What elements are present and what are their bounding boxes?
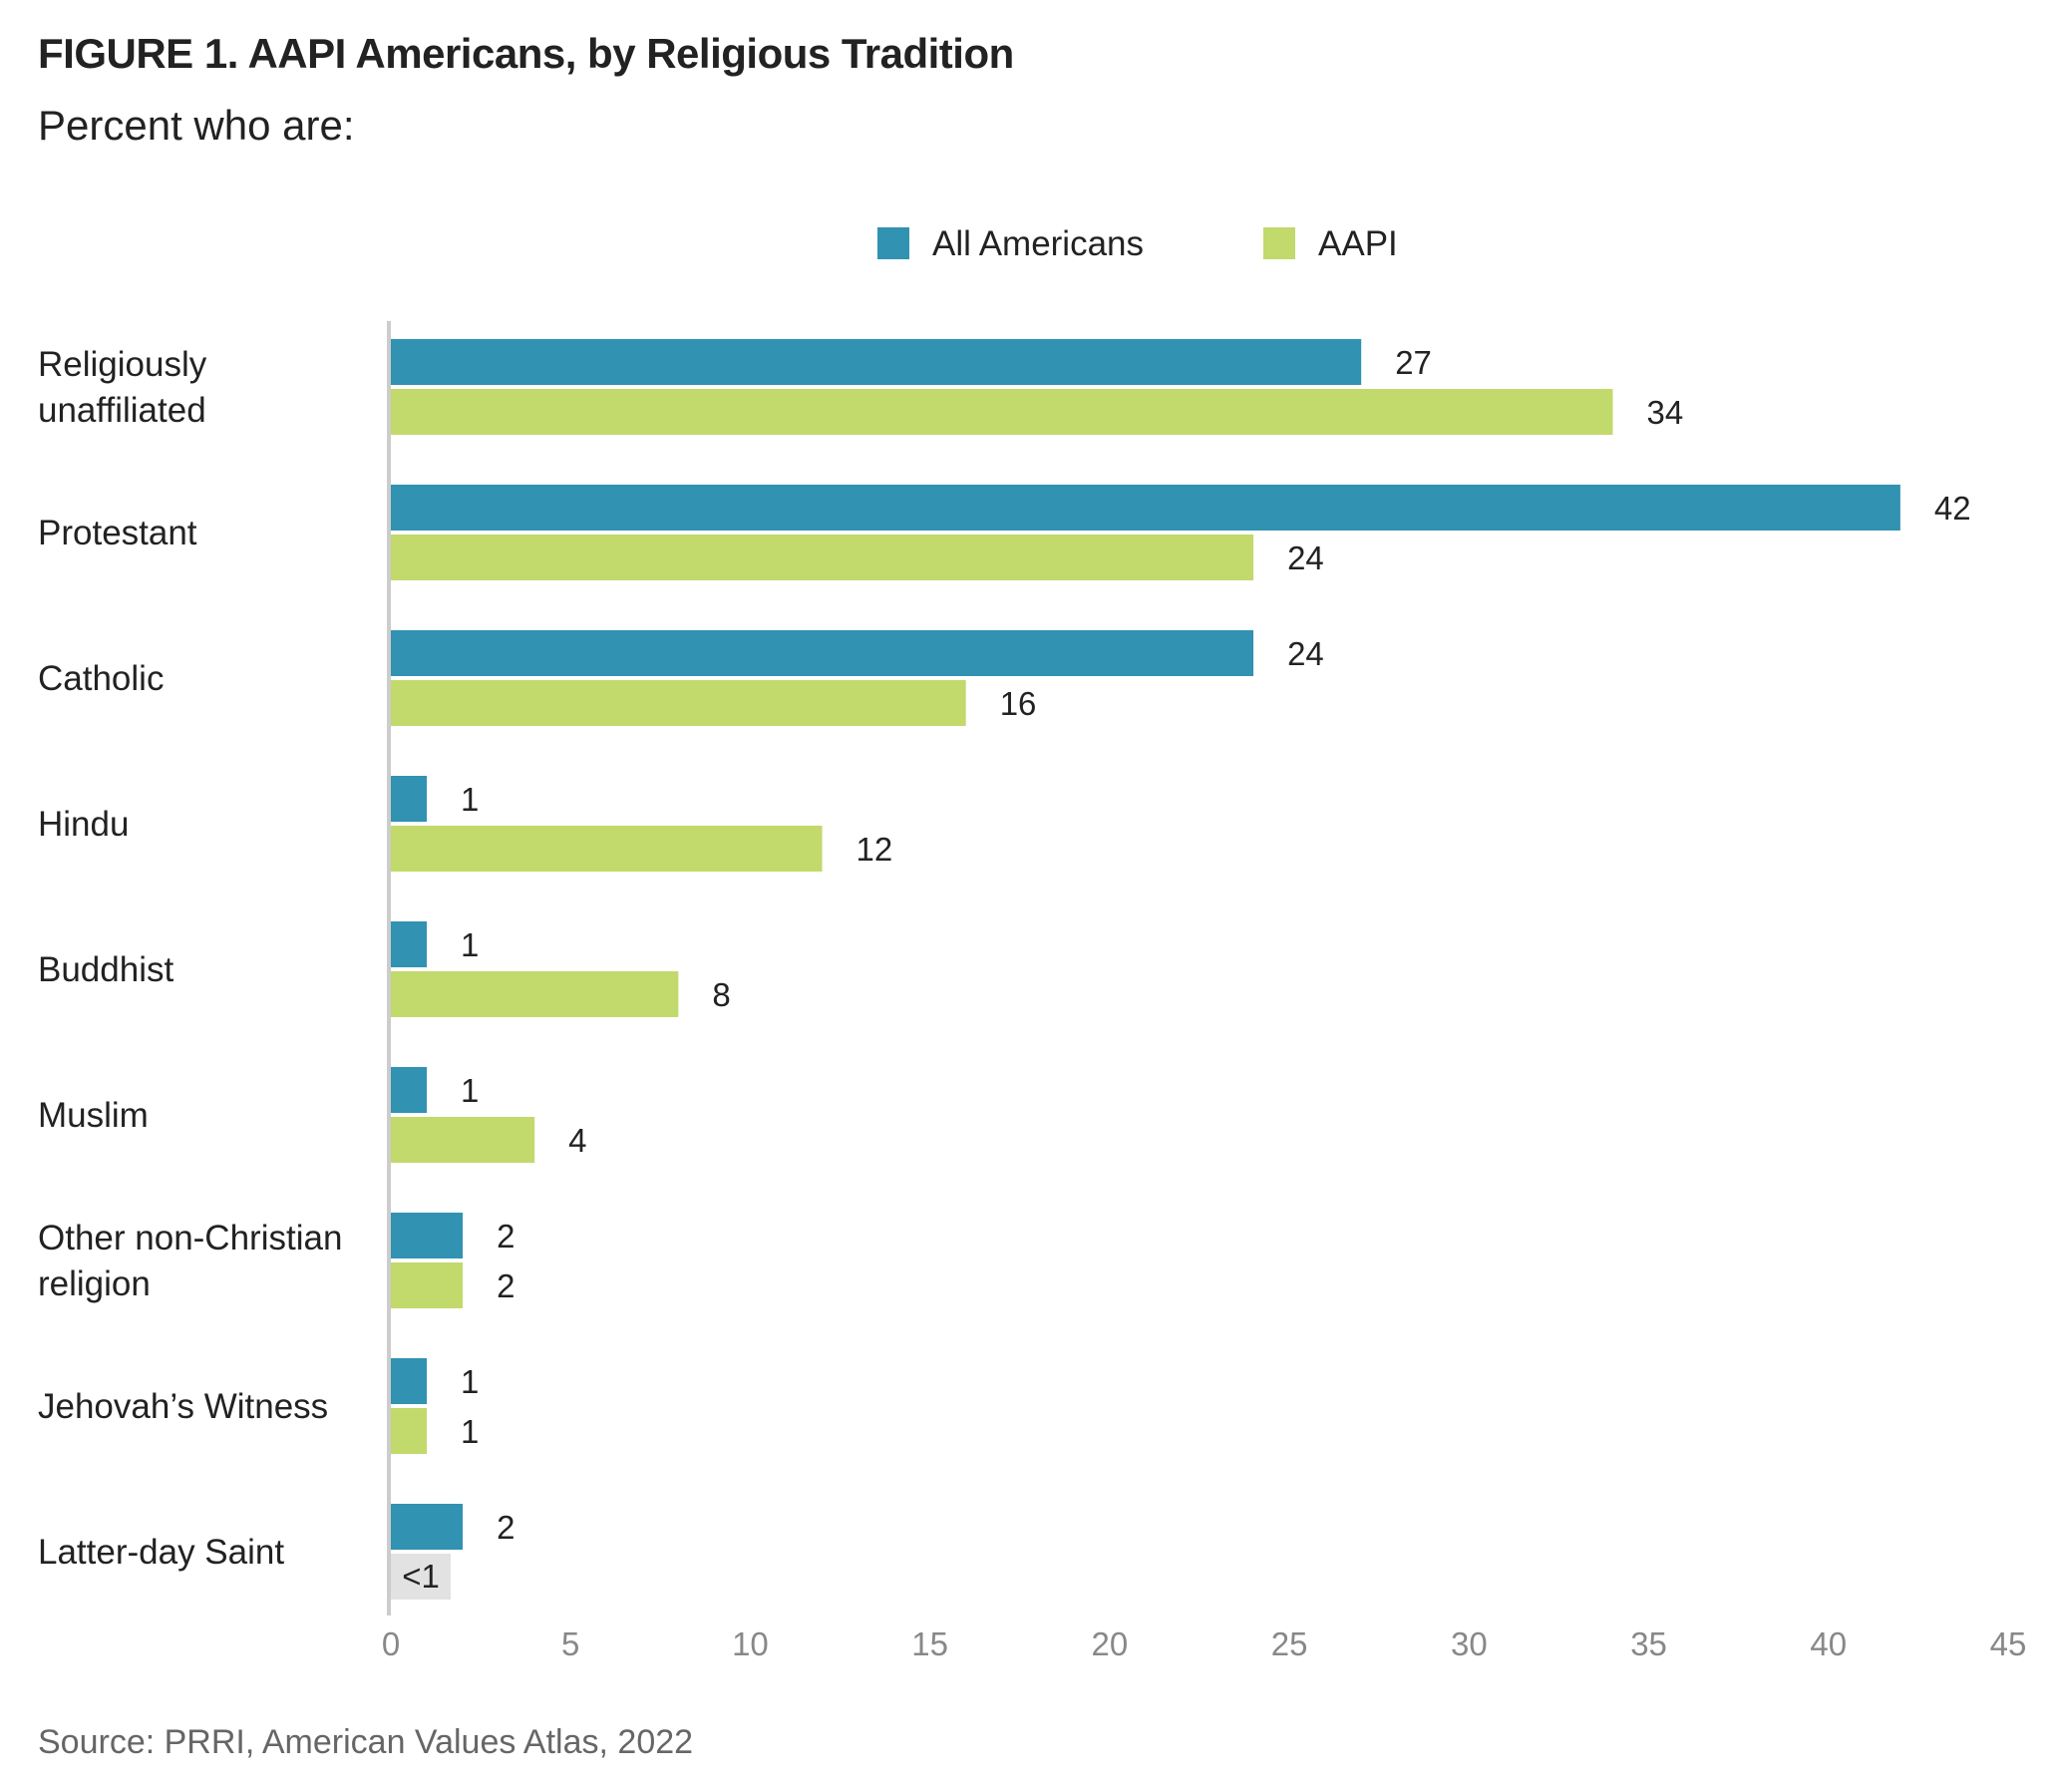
bar xyxy=(391,1358,428,1404)
chart-subtitle: Percent who are: xyxy=(38,102,355,149)
category-label: Muslim xyxy=(38,1096,149,1135)
data-label: 2 xyxy=(497,1218,514,1254)
bar xyxy=(391,921,428,967)
category-label: unaffiliated xyxy=(38,391,206,430)
bar xyxy=(391,1117,535,1163)
category-label: Hindu xyxy=(38,805,129,844)
x-tick-label: 5 xyxy=(561,1625,579,1662)
bar xyxy=(391,680,966,726)
x-tick-label: 0 xyxy=(382,1625,400,1662)
data-label: 42 xyxy=(1934,490,1971,527)
bar xyxy=(391,389,1613,435)
data-label: 1 xyxy=(461,1413,479,1450)
data-label: 2 xyxy=(497,1267,514,1304)
bar-less-than-one xyxy=(391,1554,451,1600)
x-tick-label: 40 xyxy=(1810,1625,1847,1662)
category-label: Protestant xyxy=(38,514,197,552)
data-label: 2 xyxy=(497,1509,514,1546)
x-tick-label: 15 xyxy=(911,1625,948,1662)
data-label: 24 xyxy=(1287,539,1324,576)
bar xyxy=(391,630,1254,676)
data-label: 24 xyxy=(1287,635,1324,672)
bar xyxy=(391,1408,428,1454)
bar xyxy=(391,535,1254,580)
bar xyxy=(391,776,428,822)
category-label: Buddhist xyxy=(38,950,173,989)
category-label: Catholic xyxy=(38,659,164,698)
x-tick-label: 30 xyxy=(1451,1625,1488,1662)
category-label: Other non-Christian xyxy=(38,1219,342,1257)
bar xyxy=(391,339,1362,385)
bar xyxy=(391,1213,464,1258)
bar xyxy=(391,1504,464,1550)
category-label: Religiously xyxy=(38,345,207,384)
bar xyxy=(391,1262,464,1308)
x-tick-label: 25 xyxy=(1271,1625,1308,1662)
bar xyxy=(391,1067,428,1113)
chart-title: FIGURE 1. AAPI Americans, by Religious T… xyxy=(38,30,1014,77)
bar xyxy=(391,971,679,1017)
data-label: 8 xyxy=(712,976,730,1013)
x-tick-label: 45 xyxy=(1990,1625,2027,1662)
x-tick-label: 20 xyxy=(1092,1625,1129,1662)
data-label: 27 xyxy=(1395,344,1432,381)
data-label: 1 xyxy=(461,1363,479,1400)
legend-label-1: AAPI xyxy=(1318,224,1398,263)
legend-label-0: All Americans xyxy=(932,224,1144,263)
bar xyxy=(391,826,823,872)
bar xyxy=(391,485,1900,531)
data-label: 1 xyxy=(461,1072,479,1109)
data-label: 34 xyxy=(1647,394,1684,431)
category-label: Jehovah’s Witness xyxy=(38,1387,328,1426)
category-label: Latter-day Saint xyxy=(38,1533,284,1572)
source-note: Source: PRRI, American Values Atlas, 202… xyxy=(38,1723,694,1761)
legend-swatch-0 xyxy=(877,227,909,259)
legend-swatch-1 xyxy=(1263,227,1295,259)
category-label: religion xyxy=(38,1264,151,1303)
x-tick-label: 35 xyxy=(1630,1625,1667,1662)
data-label: 12 xyxy=(857,831,893,868)
data-label: 16 xyxy=(1000,685,1037,722)
data-label: <1 xyxy=(402,1558,440,1595)
data-label: 1 xyxy=(461,926,479,963)
x-tick-label: 10 xyxy=(732,1625,769,1662)
data-label: 1 xyxy=(461,781,479,818)
data-label: 4 xyxy=(568,1122,586,1159)
